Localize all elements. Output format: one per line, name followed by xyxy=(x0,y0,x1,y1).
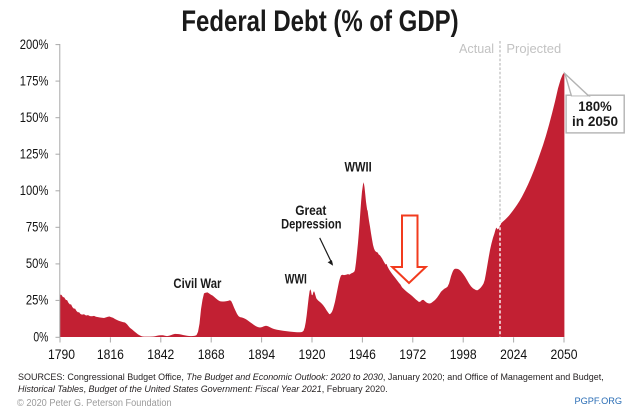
svg-text:in 2050: in 2050 xyxy=(572,114,618,129)
svg-text:Depression: Depression xyxy=(281,216,341,232)
svg-text:2024: 2024 xyxy=(500,346,527,362)
svg-text:2050: 2050 xyxy=(551,346,578,362)
svg-text:Projected: Projected xyxy=(506,41,561,56)
svg-text:75%: 75% xyxy=(26,220,49,235)
svg-text:125%: 125% xyxy=(20,146,49,161)
svg-text:WWI: WWI xyxy=(285,270,307,286)
svg-text:1894: 1894 xyxy=(248,346,275,362)
svg-text:1842: 1842 xyxy=(147,346,174,362)
svg-text:1816: 1816 xyxy=(97,346,124,362)
svg-text:1868: 1868 xyxy=(198,346,225,362)
svg-text:25%: 25% xyxy=(26,293,49,308)
svg-text:200%: 200% xyxy=(20,37,49,52)
svg-text:1920: 1920 xyxy=(299,346,326,362)
svg-text:1998: 1998 xyxy=(450,346,477,362)
svg-text:175%: 175% xyxy=(20,73,49,88)
svg-text:0%: 0% xyxy=(33,330,48,345)
svg-text:150%: 150% xyxy=(20,110,49,125)
svg-text:1946: 1946 xyxy=(349,346,376,362)
svg-text:Great: Great xyxy=(295,202,326,218)
svg-text:1972: 1972 xyxy=(399,346,426,362)
svg-text:Actual: Actual xyxy=(459,41,494,56)
svg-text:Civil War: Civil War xyxy=(173,275,221,291)
svg-text:WWII: WWII xyxy=(345,159,372,175)
svg-text:1790: 1790 xyxy=(48,346,75,362)
svg-text:100%: 100% xyxy=(20,183,49,198)
svg-text:180%: 180% xyxy=(578,99,611,114)
svg-text:50%: 50% xyxy=(26,256,49,271)
